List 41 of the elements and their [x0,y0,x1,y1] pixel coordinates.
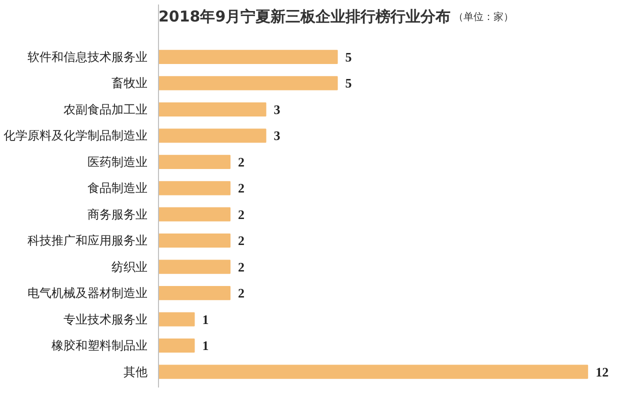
y-tick-label: 科技推广和应用服务业 [28,234,148,248]
bar [158,50,338,64]
y-tick-label: 商务服务业 [88,207,148,222]
y-tick-label: 橡胶和塑料制品业 [52,338,148,353]
bar [158,207,231,222]
data-label: 3 [274,128,281,144]
data-label: 2 [238,259,245,274]
bar [158,364,588,379]
bar [158,76,338,90]
bar [158,260,231,274]
bar [158,128,266,143]
bar [158,312,195,326]
y-tick-label: 纺织业 [112,260,148,274]
bar [158,181,231,196]
data-label: 1 [202,338,209,354]
bar [158,286,231,300]
data-label: 2 [238,206,245,222]
y-tick-label: 化学原料及化学制品制造业 [4,128,148,143]
data-label: 3 [274,102,281,117]
data-label: 2 [238,286,245,301]
bar [158,338,195,353]
data-label: 12 [596,364,609,380]
data-label: 2 [238,180,245,196]
y-tick-label: 其他 [124,364,148,379]
chart-subtitle: （单位：家） [454,11,514,24]
y-tick-label: 农副食品加工业 [64,102,148,116]
data-label: 5 [345,49,352,64]
chart-title: 2018年9月宁夏新三板企业排行榜行业分布 [158,7,451,26]
y-tick-label: 食品制造业 [88,181,148,196]
data-label: 5 [345,76,352,91]
bar [158,102,266,116]
data-label: 2 [238,154,245,170]
bar [158,234,231,248]
bar [158,154,231,169]
data-label: 1 [202,312,209,327]
y-tick-label: 医药制造业 [88,154,148,169]
y-tick-label: 电气机械及器材制造业 [28,286,148,300]
y-tick-label: 畜牧业 [112,76,148,90]
data-label: 2 [238,233,245,248]
y-tick-label: 专业技术服务业 [64,312,148,326]
y-tick-label: 软件和信息技术服务业 [28,50,148,64]
